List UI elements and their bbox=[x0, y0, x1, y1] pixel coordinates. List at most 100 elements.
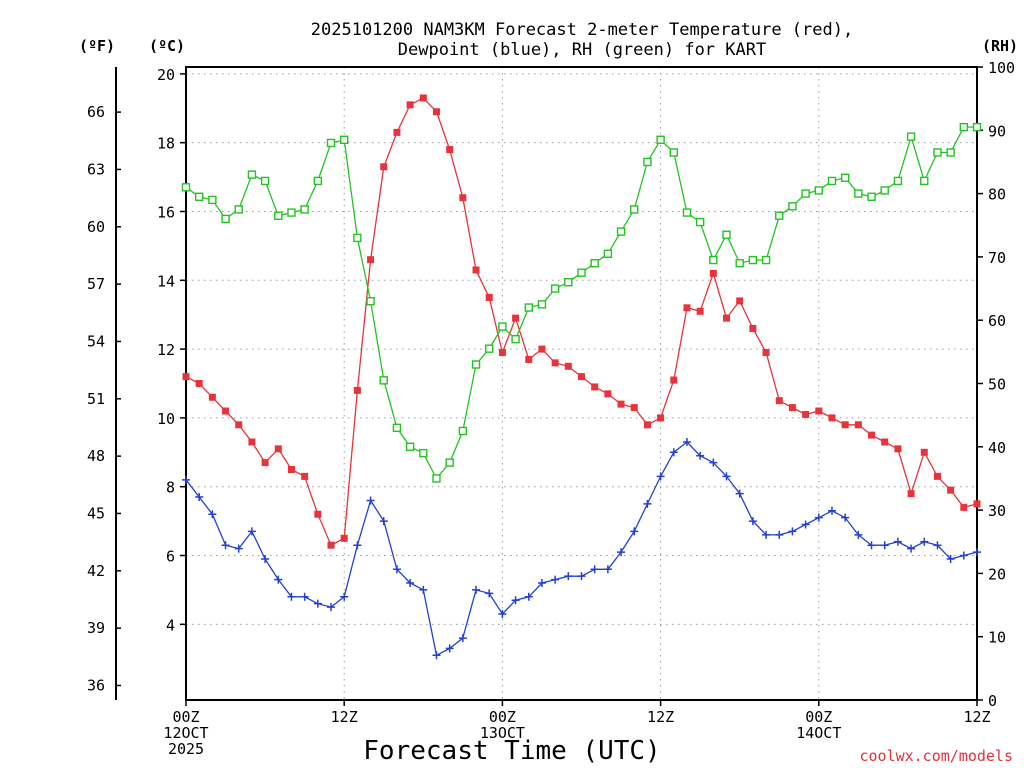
rh-point bbox=[564, 278, 573, 287]
rh-tick-label: 10 bbox=[988, 629, 1006, 647]
dewpoint-point bbox=[920, 537, 929, 546]
rh-point bbox=[511, 334, 520, 344]
rh-point bbox=[247, 170, 257, 179]
rh-point bbox=[221, 214, 230, 224]
rh-point bbox=[498, 322, 507, 331]
dewpoint-point bbox=[933, 541, 942, 550]
chart-title-line-1: 2025101200 NAM3KM Forecast 2-meter Tempe… bbox=[311, 20, 853, 40]
rh-tick-label: 20 bbox=[988, 565, 1006, 583]
dewpoint-point bbox=[485, 589, 494, 598]
dewpoint-point bbox=[722, 472, 731, 481]
rh-point bbox=[761, 255, 771, 265]
temperature-point bbox=[736, 297, 744, 305]
rh-point bbox=[630, 205, 639, 214]
temperature-point bbox=[630, 404, 638, 412]
temperature-point bbox=[472, 266, 480, 274]
temperature-point bbox=[419, 94, 427, 102]
dewpoint-point bbox=[419, 585, 428, 594]
dewpoint-point bbox=[907, 544, 916, 553]
rh-point bbox=[208, 195, 217, 205]
temperature-point bbox=[512, 314, 520, 322]
dewpoint-point bbox=[841, 513, 850, 522]
fahrenheit-tick-label: 48 bbox=[87, 447, 105, 465]
rh-point bbox=[920, 176, 929, 186]
chart-title: 2025101200 NAM3KM Forecast 2-meter Tempe… bbox=[311, 20, 853, 60]
credit-text: coolwx.com/models bbox=[859, 747, 1013, 765]
dewpoint-point bbox=[788, 527, 797, 536]
dewpoint-point bbox=[696, 451, 705, 460]
rh-tick-label: 90 bbox=[988, 122, 1006, 140]
temperature-point bbox=[314, 510, 322, 518]
dewpoint-point bbox=[379, 517, 388, 526]
dewpoint-point bbox=[182, 475, 190, 484]
dewpoint-point bbox=[959, 551, 968, 560]
dewpoint-point bbox=[854, 530, 863, 539]
rh-point bbox=[682, 208, 692, 217]
temperature-point bbox=[828, 414, 836, 422]
dewpoint-point bbox=[893, 537, 902, 546]
x-tick-label: 13OCT bbox=[480, 724, 525, 742]
rh-point bbox=[313, 176, 323, 186]
temperature-point bbox=[564, 362, 572, 370]
dewpoint-point bbox=[946, 554, 955, 563]
celsius-tick-label: 8 bbox=[166, 479, 175, 497]
dewpoint-point bbox=[827, 506, 836, 515]
x-tick-label: 12Z bbox=[647, 708, 674, 726]
temperature-point bbox=[393, 128, 401, 136]
rh-tick-label: 70 bbox=[988, 249, 1006, 267]
dewpoint-point bbox=[406, 579, 415, 588]
rh-point bbox=[933, 148, 942, 157]
dewpoint-point bbox=[577, 572, 586, 581]
x-axis-title: Forecast Time (UTC) bbox=[363, 736, 660, 766]
dewpoint-point bbox=[300, 592, 309, 601]
rh-point bbox=[392, 423, 402, 433]
temperature-point bbox=[301, 472, 309, 480]
celsius-tick-label: 20 bbox=[157, 66, 175, 84]
dewpoint-point bbox=[458, 634, 467, 643]
rh-point bbox=[379, 376, 388, 385]
rh-point bbox=[695, 217, 705, 227]
celsius-tick-label: 18 bbox=[157, 135, 175, 153]
rh-tick-label: 100 bbox=[988, 59, 1015, 77]
temperature-point bbox=[670, 376, 678, 384]
dewpoint-point bbox=[682, 437, 691, 446]
dewpoint-point bbox=[564, 572, 573, 581]
rh-tick-label: 30 bbox=[988, 502, 1006, 520]
celsius-tick-label: 4 bbox=[166, 616, 175, 634]
temperature-point bbox=[248, 438, 256, 446]
rh-point bbox=[827, 176, 837, 186]
temperature-point bbox=[498, 349, 506, 357]
fahrenheit-tick-label: 42 bbox=[87, 562, 105, 580]
rh-point bbox=[972, 122, 982, 132]
rh-point bbox=[485, 344, 494, 353]
temperature-point bbox=[604, 390, 612, 398]
dewpoint-point bbox=[432, 651, 441, 660]
x-tick-label: 12OCT bbox=[163, 724, 208, 742]
temperature-point bbox=[182, 373, 190, 381]
dewpoint-point bbox=[669, 448, 678, 457]
dewpoint-point bbox=[353, 541, 362, 550]
temperature-point bbox=[485, 293, 493, 301]
dewpoint-point bbox=[221, 541, 230, 550]
dewpoint-point bbox=[392, 565, 401, 574]
temperature-point bbox=[802, 410, 810, 418]
rh-point bbox=[445, 458, 454, 467]
dewpoint-point bbox=[511, 596, 520, 605]
dewpoint-point bbox=[340, 592, 349, 601]
gridlines bbox=[186, 67, 977, 700]
temperature-point bbox=[920, 448, 928, 456]
rh-point bbox=[181, 183, 191, 192]
rh-point bbox=[194, 192, 204, 201]
dewpoint-point bbox=[234, 544, 243, 553]
temperature-point bbox=[762, 349, 770, 357]
dewpoint-point bbox=[617, 548, 626, 557]
dewpoint-point bbox=[656, 472, 665, 481]
rh-point bbox=[814, 186, 823, 195]
fahrenheit-tick-label: 39 bbox=[87, 619, 105, 637]
fahrenheit-unit-label: (ºF) bbox=[79, 37, 115, 55]
rh-point bbox=[405, 442, 415, 451]
rh-point bbox=[616, 227, 626, 236]
dewpoint-point bbox=[590, 565, 599, 574]
rh-point bbox=[880, 186, 889, 195]
temperature-point bbox=[353, 386, 361, 394]
